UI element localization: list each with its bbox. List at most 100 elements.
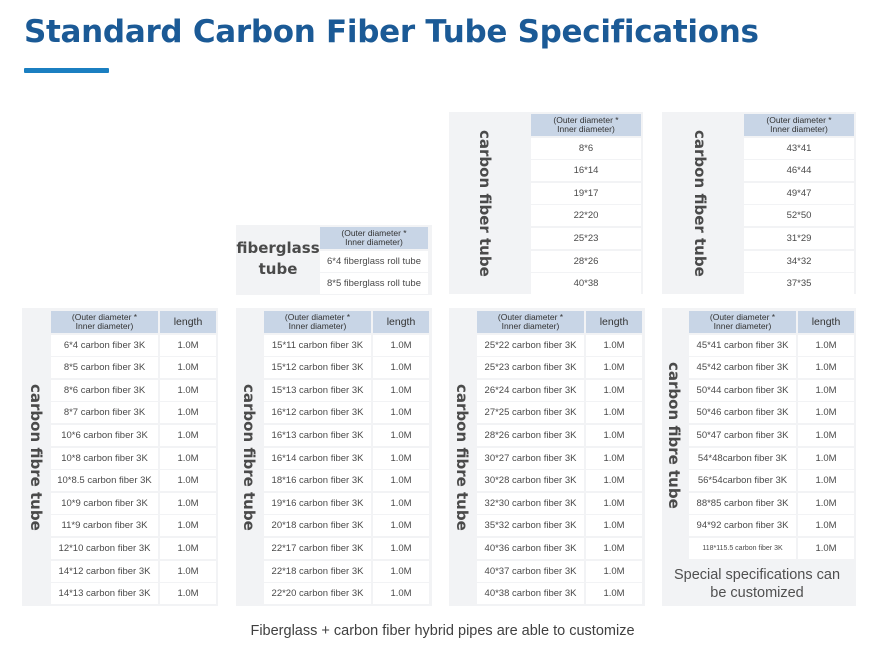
- table-row: 28*26: [531, 250, 641, 272]
- diameter-header: (Outer diameter * Inner diameter): [320, 227, 428, 249]
- diameter-cell: 49*47: [744, 182, 854, 204]
- length-cell: 1.0M: [160, 424, 216, 446]
- footer-note: Fiberglass + carbon fiber hybrid pipes a…: [250, 623, 635, 639]
- table-row: 28*26 carbon fiber 3K 1.0M: [477, 424, 642, 446]
- length-cell: 1.0M: [373, 560, 429, 582]
- diameter-cell: 8*5 fiberglass roll tube: [320, 273, 428, 295]
- table-row: 27*25 carbon fiber 3K 1.0M: [477, 402, 642, 424]
- spec-cell: 88*85 carbon fiber 3K: [689, 492, 796, 514]
- table-row: 14*13 carbon fiber 3K 1.0M: [51, 583, 216, 605]
- table-row: 22*20 carbon fiber 3K 1.0M: [264, 583, 429, 605]
- table-row: 10*6 carbon fiber 3K 1.0M: [51, 424, 216, 446]
- carbon-fibre-table-1: (Outer diameter * Inner diameter) length 6…: [51, 311, 216, 606]
- table-row: 6*4 carbon fiber 3K 1.0M: [51, 334, 216, 356]
- table-row: 31*29: [744, 227, 854, 249]
- length-cell: 1.0M: [798, 424, 854, 446]
- spec-cell: 8*5 carbon fiber 3K: [51, 357, 158, 379]
- diameter-cell: 16*14: [531, 160, 641, 182]
- carbon-fibre-table-3: (Outer diameter * Inner diameter) length 2…: [477, 311, 642, 606]
- table-row: 54*48carbon fiber 3K 1.0M: [689, 447, 854, 469]
- table-row: 45*41 carbon fiber 3K 1.0M: [689, 334, 854, 356]
- length-cell: 1.0M: [373, 402, 429, 424]
- length-cell: 1.0M: [373, 357, 429, 379]
- table-row: 16*12 carbon fiber 3K 1.0M: [264, 402, 429, 424]
- length-cell: 1.0M: [798, 379, 854, 401]
- diameter-cell: 46*44: [744, 160, 854, 182]
- table-row: 10*8.5 carbon fiber 3K 1.0M: [51, 470, 216, 492]
- spec-cell: 30*28 carbon fiber 3K: [477, 470, 584, 492]
- spec-cell: 25*23 carbon fiber 3K: [477, 357, 584, 379]
- diameter-header: (Outer diameter * Inner diameter): [531, 114, 641, 136]
- page-title: Standard Carbon Fiber Tube Specification…: [24, 14, 759, 50]
- table-row: 43*41: [744, 137, 854, 159]
- table-header-row: (Outer diameter * Inner diameter) length: [477, 311, 642, 333]
- spec-cell: 56*54carbon fiber 3K: [689, 470, 796, 492]
- carbon-fibre-table-2: (Outer diameter * Inner diameter) length 1…: [264, 311, 429, 606]
- length-cell: 1.0M: [373, 492, 429, 514]
- table-row: 40*37 carbon fiber 3K 1.0M: [477, 560, 642, 582]
- table-header-row: (Outer diameter * Inner diameter) length: [51, 311, 216, 333]
- length-cell: 1.0M: [798, 402, 854, 424]
- table-row: 8*7 carbon fiber 3K 1.0M: [51, 402, 216, 424]
- table-row: 50*44 carbon fiber 3K 1.0M: [689, 379, 854, 401]
- table-row: 50*47 carbon fiber 3K 1.0M: [689, 424, 854, 446]
- spec-cell: 20*18 carbon fiber 3K: [264, 515, 371, 537]
- length-header: length: [798, 311, 854, 333]
- table-row: 30*28 carbon fiber 3K 1.0M: [477, 470, 642, 492]
- spec-cell: 14*13 carbon fiber 3K: [51, 583, 158, 605]
- spec-cell: 11*9 carbon fiber 3K: [51, 515, 158, 537]
- carbon-fibre-tube-label-2: carbon fibre tube: [240, 383, 258, 531]
- length-cell: 1.0M: [586, 560, 642, 582]
- spec-cell: 15*13 carbon fiber 3K: [264, 379, 371, 401]
- table-row: 45*42 carbon fiber 3K 1.0M: [689, 357, 854, 379]
- spec-cell: 14*12 carbon fiber 3K: [51, 560, 158, 582]
- diameter-cell: 34*32: [744, 250, 854, 272]
- table-row: 20*18 carbon fiber 3K 1.0M: [264, 515, 429, 537]
- length-cell: 1.0M: [373, 515, 429, 537]
- table-row: 35*32 carbon fiber 3K 1.0M: [477, 515, 642, 537]
- spec-cell: 8*7 carbon fiber 3K: [51, 402, 158, 424]
- table-row: 26*24 carbon fiber 3K 1.0M: [477, 379, 642, 401]
- spec-cell: 18*16 carbon fiber 3K: [264, 470, 371, 492]
- spec-cell: 8*6 carbon fiber 3K: [51, 379, 158, 401]
- diameter-cell: 22*20: [531, 205, 641, 227]
- length-cell: 1.0M: [798, 334, 854, 356]
- table-header-row: (Outer diameter * Inner diameter) length: [689, 311, 854, 333]
- table-header-row: (Outer diameter * Inner diameter): [320, 227, 428, 249]
- table-row: 10*8 carbon fiber 3K 1.0M: [51, 447, 216, 469]
- diameter-cell: 8*6: [531, 137, 641, 159]
- length-cell: 1.0M: [798, 515, 854, 537]
- length-cell: 1.0M: [586, 424, 642, 446]
- table-row: 18*16 carbon fiber 3K 1.0M: [264, 470, 429, 492]
- table-row: 40*38: [531, 273, 641, 295]
- length-header: length: [373, 311, 429, 333]
- spec-cell: 118*115.5 carbon fiber 3K: [689, 537, 796, 559]
- spec-cell: 10*9 carbon fiber 3K: [51, 492, 158, 514]
- table-row: 50*46 carbon fiber 3K 1.0M: [689, 402, 854, 424]
- spec-cell: 6*4 carbon fiber 3K: [51, 334, 158, 356]
- spec-cell: 40*36 carbon fiber 3K: [477, 537, 584, 559]
- table-row: 22*17 carbon fiber 3K 1.0M: [264, 537, 429, 559]
- spec-cell: 25*22 carbon fiber 3K: [477, 334, 584, 356]
- diameter-cell: 6*4 fiberglass roll tube: [320, 250, 428, 272]
- length-cell: 1.0M: [160, 357, 216, 379]
- diameter-cell: 37*35: [744, 273, 854, 295]
- length-cell: 1.0M: [586, 334, 642, 356]
- spec-cell: 10*6 carbon fiber 3K: [51, 424, 158, 446]
- spec-cell: 40*38 carbon fiber 3K: [477, 583, 584, 605]
- spec-cell: 50*46 carbon fiber 3K: [689, 402, 796, 424]
- spec-cell: 10*8.5 carbon fiber 3K: [51, 470, 158, 492]
- spec-cell: 54*48carbon fiber 3K: [689, 447, 796, 469]
- carbon-fiber-tube-label-b: carbon fiber tube: [691, 129, 709, 277]
- fiberglass-table: (Outer diameter * Inner diameter) 6*4 fi…: [320, 227, 428, 296]
- table-row: 15*12 carbon fiber 3K 1.0M: [264, 357, 429, 379]
- length-cell: 1.0M: [373, 334, 429, 356]
- spec-cell: 12*10 carbon fiber 3K: [51, 537, 158, 559]
- spec-cell: 22*18 carbon fiber 3K: [264, 560, 371, 582]
- table-row: 11*9 carbon fiber 3K 1.0M: [51, 515, 216, 537]
- carbon-fiber-table-b: (Outer diameter * Inner diameter) 43*41 4…: [744, 114, 854, 296]
- table-row: 40*36 carbon fiber 3K 1.0M: [477, 537, 642, 559]
- carbon-fibre-table-4: (Outer diameter * Inner diameter) length 4…: [689, 311, 854, 561]
- length-cell: 1.0M: [160, 560, 216, 582]
- diameter-cell: 52*50: [744, 205, 854, 227]
